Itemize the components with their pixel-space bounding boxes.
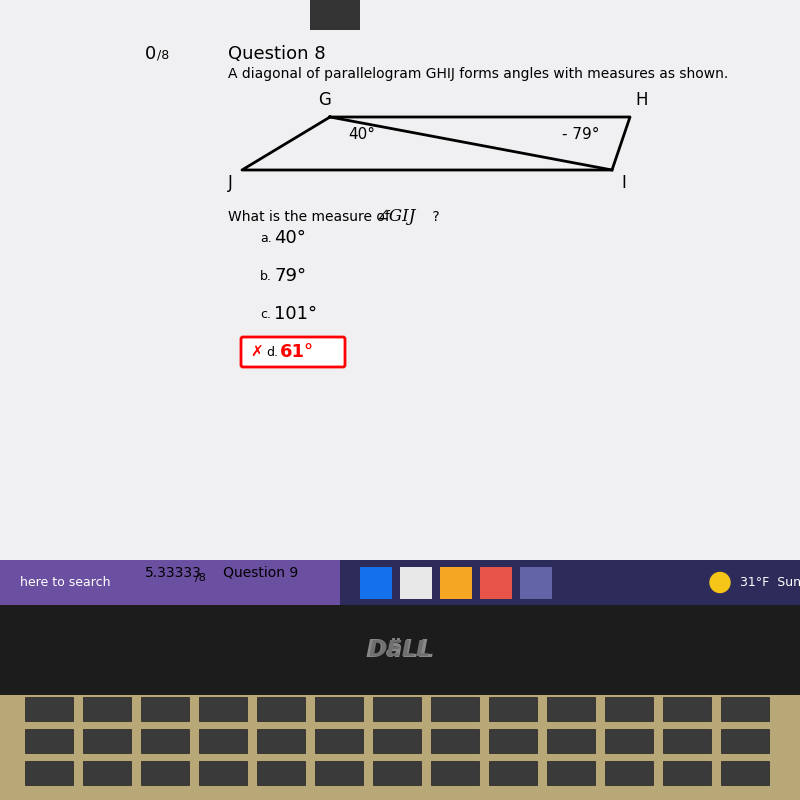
- Bar: [663, 697, 711, 721]
- Text: 40°: 40°: [274, 229, 306, 247]
- Text: Question 8: Question 8: [228, 45, 326, 63]
- Bar: [605, 729, 653, 753]
- Bar: [315, 761, 363, 785]
- Text: A diagonal of parallelogram GHIJ forms angles with measures as shown.: A diagonal of parallelogram GHIJ forms a…: [228, 67, 728, 81]
- Bar: [547, 697, 595, 721]
- Bar: [373, 761, 421, 785]
- Bar: [0, 560, 800, 605]
- Circle shape: [710, 573, 730, 593]
- Bar: [0, 560, 340, 605]
- Text: here to search: here to search: [20, 576, 110, 589]
- Text: /8: /8: [157, 49, 170, 62]
- Bar: [663, 729, 711, 753]
- Bar: [310, 0, 360, 30]
- Bar: [315, 729, 363, 753]
- Text: /8: /8: [195, 573, 206, 583]
- Bar: [25, 697, 73, 721]
- Bar: [25, 729, 73, 753]
- Text: DELL: DELL: [369, 640, 431, 660]
- Text: a.: a.: [260, 231, 272, 245]
- Bar: [141, 697, 189, 721]
- Bar: [489, 697, 537, 721]
- Bar: [440, 567, 472, 599]
- Text: 40°: 40°: [348, 127, 375, 142]
- Bar: [605, 697, 653, 721]
- Bar: [141, 761, 189, 785]
- Bar: [0, 695, 800, 800]
- Text: J: J: [227, 174, 233, 192]
- Text: ?: ?: [428, 210, 440, 224]
- Bar: [373, 729, 421, 753]
- Bar: [663, 761, 711, 785]
- Bar: [605, 761, 653, 785]
- Bar: [400, 567, 432, 599]
- Bar: [257, 761, 305, 785]
- Bar: [141, 729, 189, 753]
- Text: - 79°: - 79°: [562, 127, 599, 142]
- Text: c.: c.: [260, 307, 271, 321]
- Bar: [431, 697, 479, 721]
- Text: DäLL: DäLL: [366, 638, 434, 662]
- Text: H: H: [636, 91, 648, 109]
- Bar: [0, 0, 800, 605]
- Bar: [547, 761, 595, 785]
- Bar: [257, 729, 305, 753]
- Bar: [489, 761, 537, 785]
- FancyBboxPatch shape: [241, 337, 345, 367]
- Bar: [721, 697, 769, 721]
- Bar: [83, 761, 131, 785]
- Text: ∠GIJ: ∠GIJ: [376, 208, 416, 225]
- Text: 79°: 79°: [274, 267, 306, 285]
- Bar: [83, 729, 131, 753]
- Bar: [373, 697, 421, 721]
- Bar: [25, 761, 73, 785]
- Text: 5.33333: 5.33333: [145, 566, 202, 580]
- Bar: [520, 567, 552, 599]
- Text: 31°F  Sunny: 31°F Sunny: [740, 576, 800, 589]
- Bar: [83, 697, 131, 721]
- Bar: [489, 729, 537, 753]
- Bar: [721, 729, 769, 753]
- Bar: [431, 729, 479, 753]
- Bar: [480, 567, 512, 599]
- Text: I: I: [622, 174, 626, 192]
- Text: ✗: ✗: [250, 345, 262, 359]
- Text: G: G: [318, 91, 331, 109]
- Text: 0: 0: [145, 45, 156, 63]
- Bar: [431, 761, 479, 785]
- Bar: [315, 697, 363, 721]
- Text: 101°: 101°: [274, 305, 317, 323]
- Text: What is the measure of: What is the measure of: [228, 210, 394, 224]
- Bar: [199, 697, 247, 721]
- Text: 61°: 61°: [280, 343, 314, 361]
- Bar: [547, 729, 595, 753]
- Bar: [199, 729, 247, 753]
- Bar: [721, 761, 769, 785]
- Bar: [0, 605, 800, 695]
- Bar: [360, 567, 392, 599]
- Text: d.: d.: [266, 346, 278, 358]
- Text: b.: b.: [260, 270, 272, 282]
- Text: Question 9: Question 9: [210, 566, 298, 580]
- Bar: [199, 761, 247, 785]
- Bar: [257, 697, 305, 721]
